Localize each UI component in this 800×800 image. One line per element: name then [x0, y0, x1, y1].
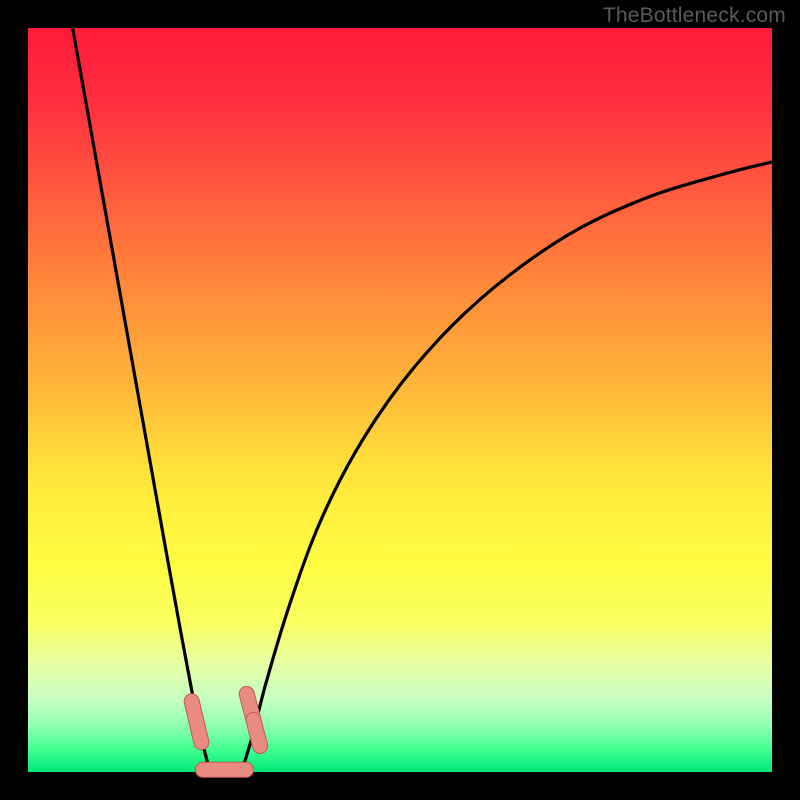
chart-svg	[28, 28, 772, 772]
plot-area	[28, 28, 772, 772]
watermark-text: TheBottleneck.com	[603, 4, 786, 28]
curve-left-branch	[73, 28, 208, 765]
marker-group	[192, 694, 260, 770]
curve-right-branch	[244, 162, 772, 765]
marker-right-lower	[253, 720, 260, 746]
marker-left-pair	[192, 701, 202, 742]
